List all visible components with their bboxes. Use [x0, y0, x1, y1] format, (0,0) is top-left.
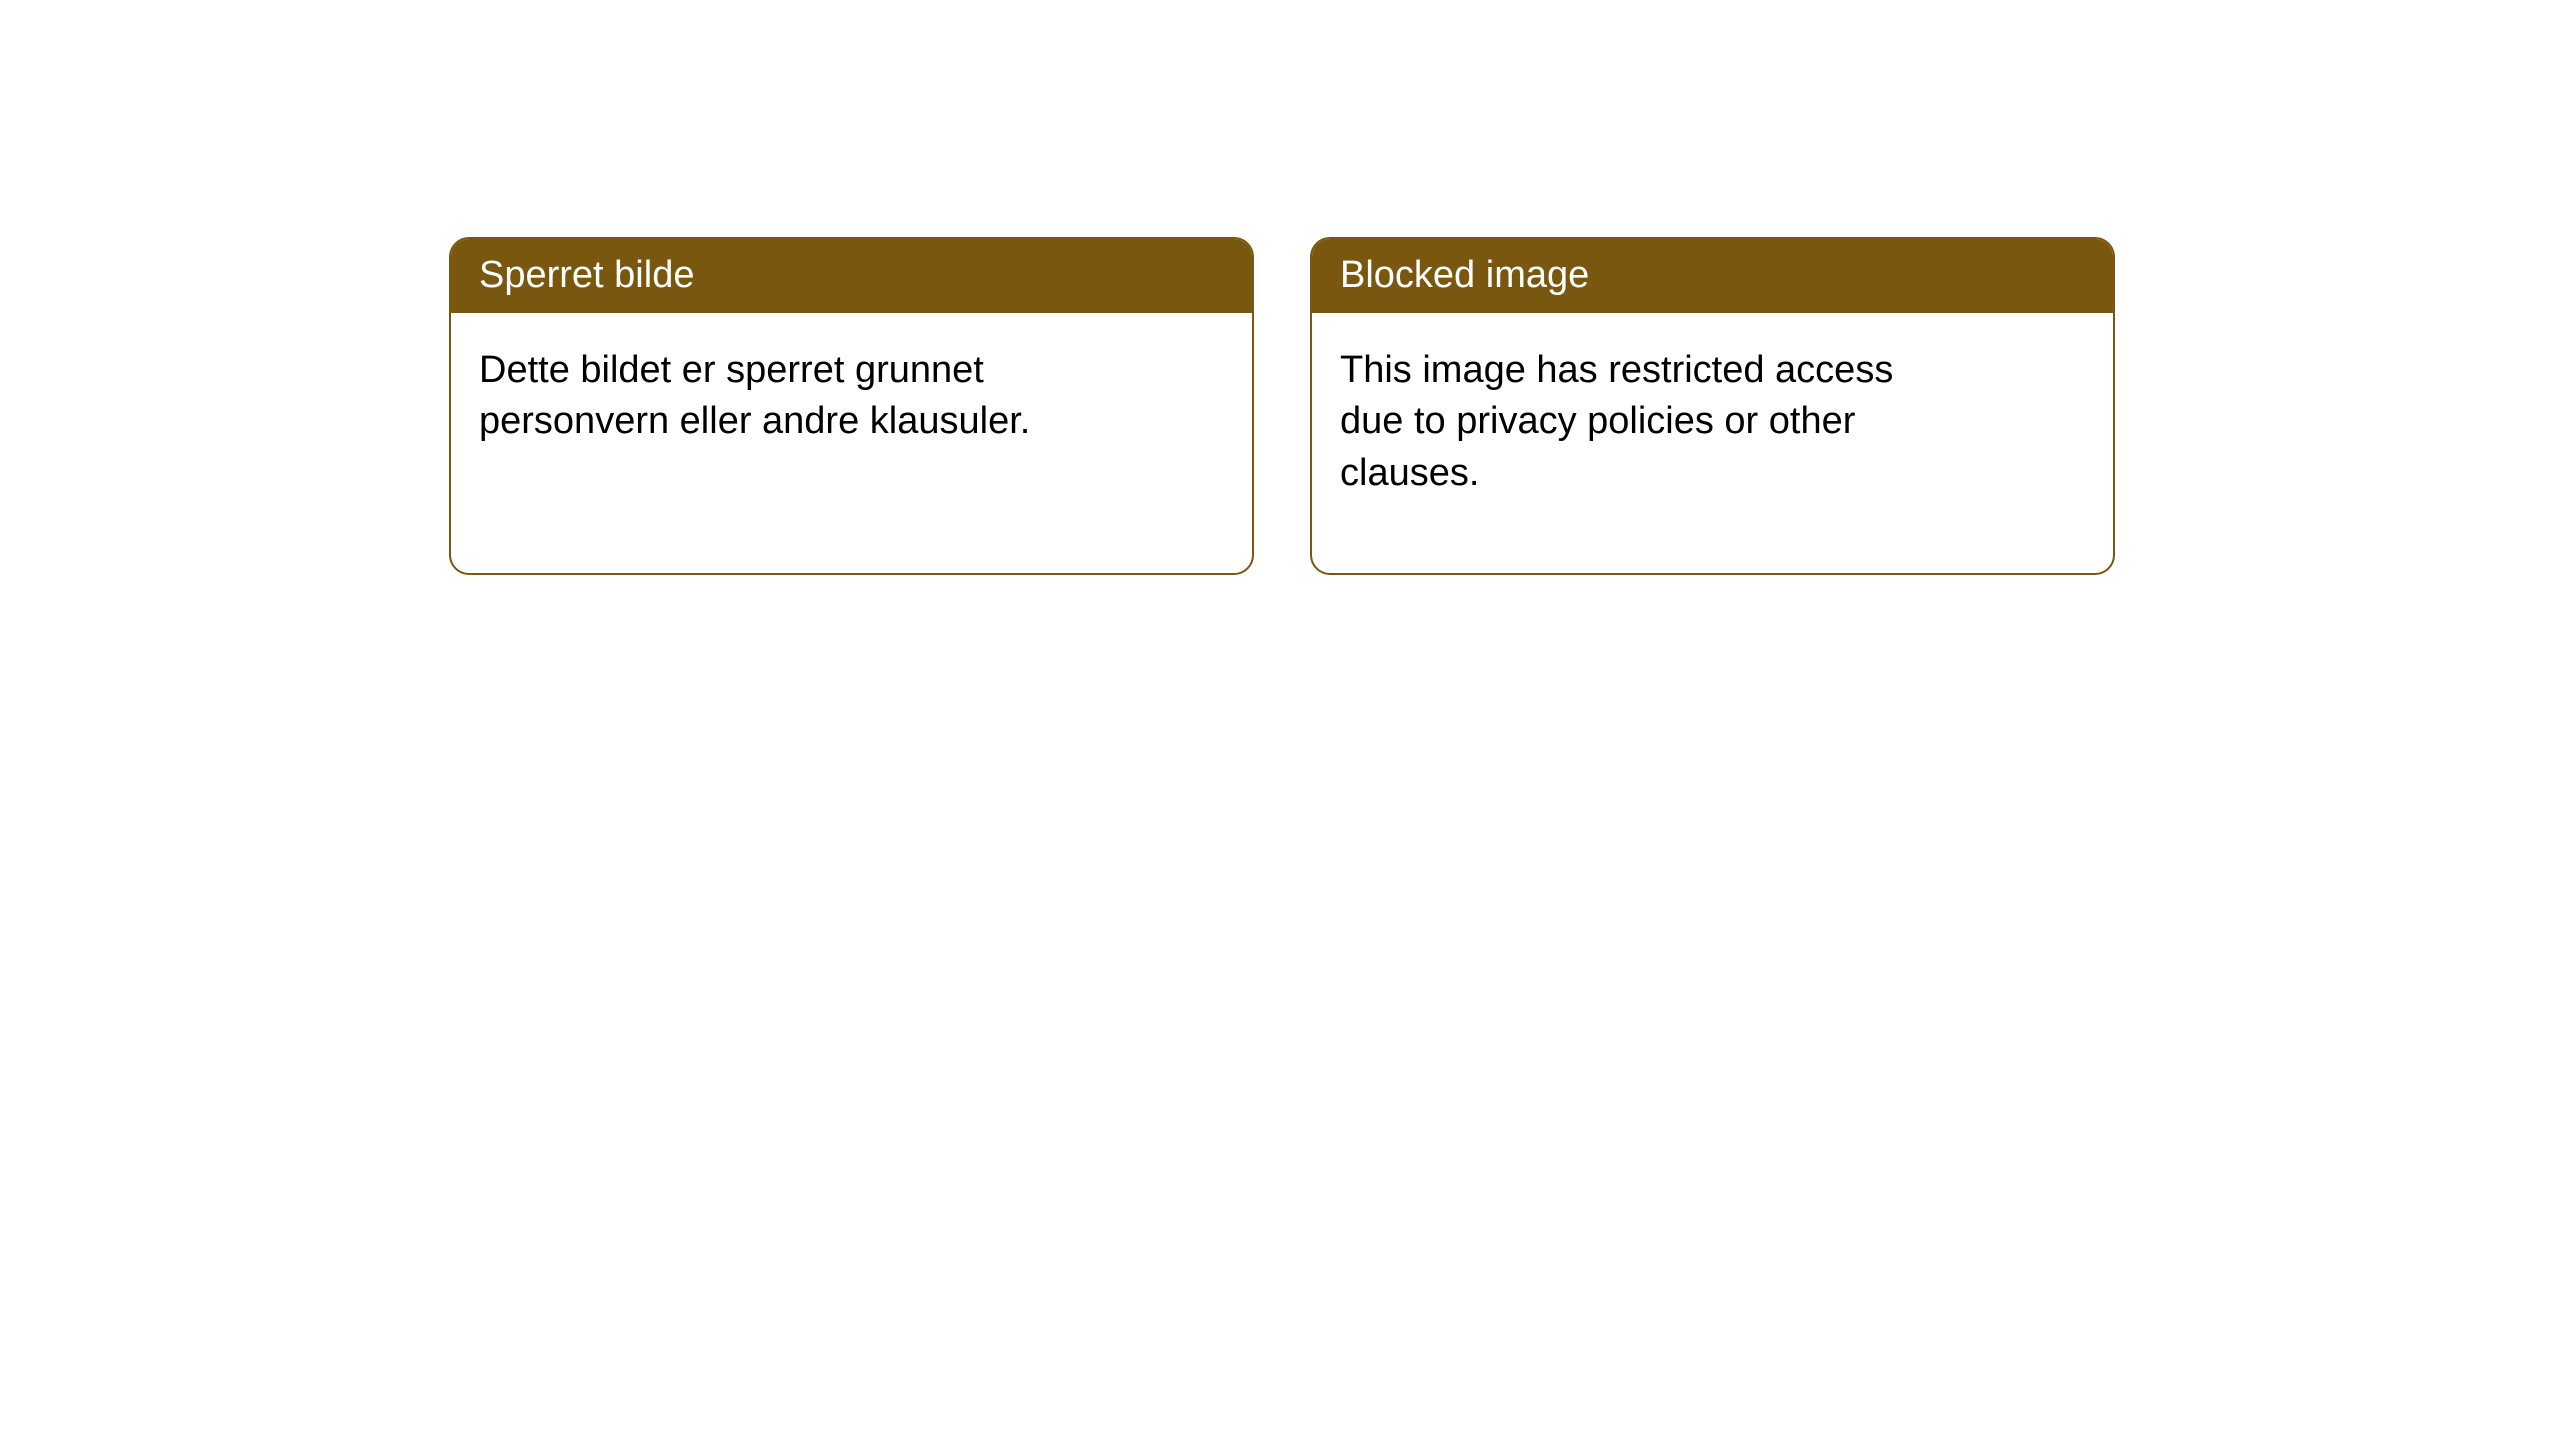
notice-header-english: Blocked image — [1312, 239, 2113, 313]
notice-title-norwegian: Sperret bilde — [479, 254, 694, 296]
notice-card-english: Blocked image This image has restricted … — [1310, 237, 2115, 575]
notice-body-text-english: This image has restricted access due to … — [1340, 349, 1893, 494]
notice-title-english: Blocked image — [1340, 254, 1589, 296]
notice-body-english: This image has restricted access due to … — [1312, 313, 1992, 532]
notice-card-norwegian: Sperret bilde Dette bildet er sperret gr… — [449, 237, 1254, 575]
notice-container: Sperret bilde Dette bildet er sperret gr… — [449, 237, 2115, 575]
notice-header-norwegian: Sperret bilde — [451, 239, 1252, 313]
notice-body-norwegian: Dette bildet er sperret grunnet personve… — [451, 313, 1131, 480]
notice-body-text-norwegian: Dette bildet er sperret grunnet personve… — [479, 349, 1030, 443]
